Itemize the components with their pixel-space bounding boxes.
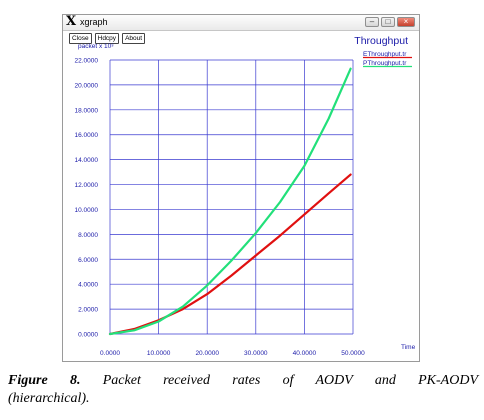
close-window-icon[interactable]: × — [397, 17, 415, 27]
command-buttons: Close Hdcpy About — [69, 33, 146, 44]
maximize-icon[interactable]: □ — [381, 17, 395, 27]
legend-label: PThroughput.tr — [363, 60, 407, 67]
y-tick-label: 8.0000 — [78, 232, 98, 239]
close-button[interactable]: Close — [69, 33, 92, 44]
throughput-chart: Throughput packet x 10³ Time 0.0000 2.000… — [75, 35, 416, 357]
series-lines — [108, 67, 352, 336]
window-title: xgraph — [80, 17, 108, 27]
grid — [109, 59, 354, 335]
caption-text-line2: (hierarchical). — [8, 391, 90, 406]
chart-title: Throughput — [354, 35, 408, 47]
x-tick-label: 10.0000 — [147, 350, 171, 357]
y-tick-label: 22.0000 — [75, 58, 99, 65]
minimize-icon[interactable]: – — [365, 17, 379, 27]
title-bar: X xgraph – □ × — [63, 15, 419, 31]
x-axis-label: Time — [401, 344, 416, 351]
y-tick-label: 18.0000 — [75, 107, 99, 114]
x-tick-label: 20.0000 — [195, 350, 219, 357]
y-tick-label: 2.0000 — [78, 307, 98, 314]
xgraph-app-icon: X — [66, 14, 77, 29]
window-controls: – □ × — [365, 17, 415, 27]
y-tick-label: 6.0000 — [78, 257, 98, 264]
x-tick-label: 50.0000 — [341, 350, 365, 357]
caption-text-line1: Packet received rates of AODV and PK-AOD… — [102, 373, 478, 388]
x-tick-label: 30.0000 — [244, 350, 268, 357]
legend: EThroughput.tr PThroughput.tr — [363, 51, 412, 68]
figure-caption: Figure 8. Packet received rates of AODV … — [8, 372, 478, 390]
about-button[interactable]: About — [122, 33, 146, 44]
y-axis-label: packet x 10³ — [78, 43, 114, 50]
y-tick-label: 16.0000 — [75, 132, 99, 139]
y-tick-label: 0.0000 — [78, 332, 98, 339]
x-tick-label: 40.0000 — [293, 350, 317, 357]
x-tick-label: 0.0000 — [100, 350, 120, 357]
caption-label: Figure 8. — [8, 373, 81, 388]
x-tick-labels: 0.0000 10.0000 20.0000 30.0000 40.0000 50.000… — [100, 350, 365, 357]
y-tick-label: 10.0000 — [75, 207, 99, 214]
series-line — [108, 173, 352, 336]
y-tick-label: 20.0000 — [75, 82, 99, 89]
legend-label: EThroughput.tr — [363, 51, 407, 58]
series-line — [108, 67, 352, 336]
xgraph-window: X xgraph – □ × Close Hdcpy About — [62, 14, 420, 362]
y-tick-label: 14.0000 — [75, 157, 99, 164]
hdcpy-button[interactable]: Hdcpy — [94, 33, 120, 44]
y-tick-label: 12.0000 — [75, 182, 99, 189]
y-tick-labels: 0.0000 2.0000 4.0000 6.0000 8.0000 10.0000 12.… — [75, 58, 99, 339]
y-tick-label: 4.0000 — [78, 282, 98, 289]
